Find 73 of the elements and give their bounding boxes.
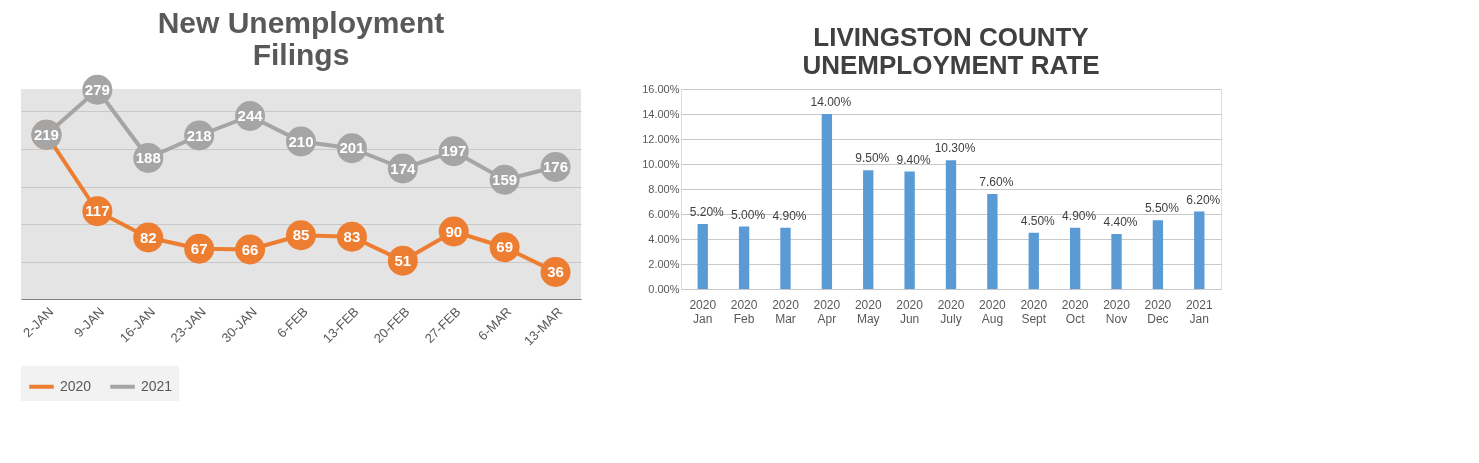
y-tick-label: 4.00% bbox=[648, 232, 680, 245]
text: 9.40% bbox=[896, 152, 931, 167]
chart-title: LIVINGSTON COUNTY UNEMPLOYMENT RATE bbox=[802, 22, 1100, 80]
y-tick-label: 8.00% bbox=[648, 182, 680, 195]
bar bbox=[1152, 220, 1164, 289]
x-tick-label: 2020 Aug bbox=[979, 297, 1007, 326]
x-tick-label: 2020 Apr bbox=[813, 297, 841, 326]
text: 9.50% bbox=[855, 151, 890, 166]
text: 14.00% bbox=[810, 95, 852, 109]
y-tick-label: 2.00% bbox=[648, 257, 680, 270]
text: 5.20% bbox=[689, 205, 724, 219]
data-label: 66 bbox=[241, 240, 259, 258]
x-tick-label: 2020 Mar bbox=[772, 297, 800, 326]
data-label: 201 bbox=[339, 139, 365, 157]
bar bbox=[780, 227, 791, 289]
x-tick-label: 2020 Dec bbox=[1144, 297, 1172, 326]
data-label: 51 bbox=[394, 251, 412, 269]
text: 4.50% bbox=[1020, 213, 1055, 228]
text: 10.30% bbox=[934, 141, 976, 156]
bar bbox=[1111, 234, 1122, 289]
bar bbox=[863, 170, 874, 289]
y-tick-label: 16.00% bbox=[642, 82, 680, 95]
bar bbox=[1194, 211, 1205, 289]
legend-label: 2021 bbox=[141, 377, 173, 394]
y-tick-label: 10.00% bbox=[642, 157, 680, 170]
data-label: 69 bbox=[496, 238, 513, 256]
bar bbox=[904, 171, 915, 289]
bar bbox=[697, 224, 708, 289]
data-label: 82 bbox=[139, 228, 157, 246]
legend-label: 2020 bbox=[60, 377, 92, 394]
text: 5.50% bbox=[1144, 201, 1179, 216]
bar bbox=[738, 226, 750, 289]
data-label: 85 bbox=[292, 226, 310, 244]
bar bbox=[987, 194, 998, 289]
text: 5.00% bbox=[731, 207, 766, 222]
x-tick-label: 2020 Jun bbox=[896, 297, 924, 326]
x-tick-label: 2020 May bbox=[854, 297, 882, 326]
x-tick-label: 2020 Feb bbox=[730, 297, 758, 326]
y-tick-label: 12.00% bbox=[642, 132, 680, 145]
data-label: 90 bbox=[445, 222, 463, 240]
text: 4.90% bbox=[772, 208, 807, 223]
data-label: 197 bbox=[441, 142, 467, 160]
text: 7.60% bbox=[979, 175, 1014, 189]
x-tick-label: 2020 July bbox=[937, 297, 965, 326]
x-tick-label: 2021 Jan bbox=[1185, 297, 1213, 326]
data-label: 218 bbox=[186, 126, 212, 144]
data-label: 244 bbox=[237, 107, 264, 124]
x-tick-label: 2020 Jan bbox=[689, 297, 717, 326]
x-tick-label: 2020 Nov bbox=[1103, 297, 1131, 326]
text: 4.40% bbox=[1103, 215, 1138, 229]
y-tick-label: 6.00% bbox=[648, 207, 680, 220]
y-tick-label: 0.00% bbox=[648, 282, 680, 295]
x-tick-label: 2020 Oct bbox=[1061, 297, 1089, 326]
data-label: 67 bbox=[190, 239, 208, 257]
text: 4.90% bbox=[1062, 208, 1097, 223]
text: 6.20% bbox=[1186, 192, 1221, 207]
data-label: 188 bbox=[135, 149, 161, 166]
bar bbox=[1028, 232, 1039, 289]
data-label: 159 bbox=[492, 170, 518, 188]
data-label: 117 bbox=[85, 202, 110, 220]
data-label: 83 bbox=[343, 227, 361, 245]
chart-title: New Unemployment Filings bbox=[157, 5, 445, 71]
data-label: 210 bbox=[288, 132, 314, 150]
data-label: 219 bbox=[33, 125, 59, 143]
bar bbox=[821, 114, 833, 289]
data-label: 279 bbox=[84, 80, 110, 98]
data-label: 174 bbox=[390, 159, 416, 177]
bar bbox=[945, 160, 957, 289]
bar bbox=[1069, 227, 1081, 289]
y-tick-label: 14.00% bbox=[642, 107, 680, 120]
data-label: 176 bbox=[543, 158, 569, 175]
x-tick-label: 2020 Sept bbox=[1020, 297, 1048, 326]
data-label: 36 bbox=[547, 263, 564, 280]
